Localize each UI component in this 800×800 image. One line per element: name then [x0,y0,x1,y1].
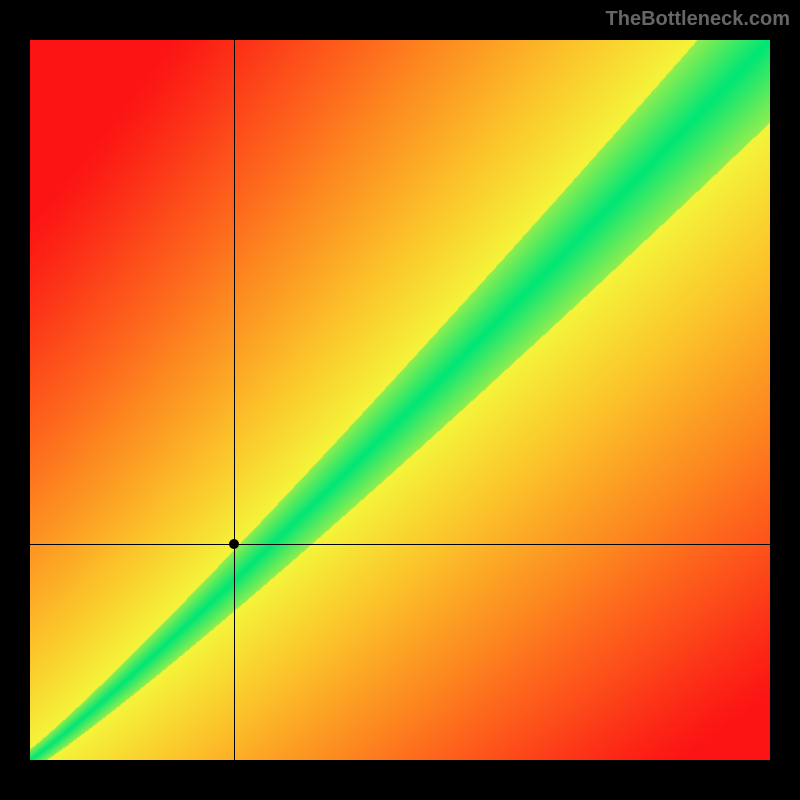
heatmap-canvas [30,40,770,760]
watermark-text: TheBottleneck.com [606,8,790,31]
crosshair-horizontal [30,544,770,545]
crosshair-vertical [234,40,235,760]
plot-area [30,40,770,760]
data-point-marker [229,539,239,549]
